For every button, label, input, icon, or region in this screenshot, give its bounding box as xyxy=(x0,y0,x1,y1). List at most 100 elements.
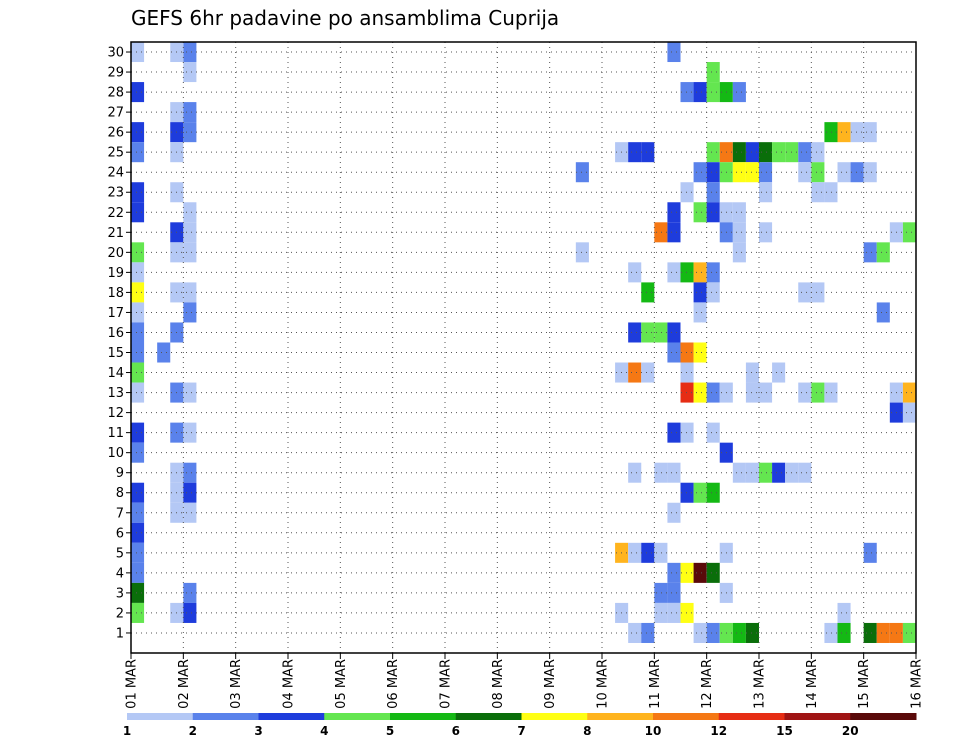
heatmap-cell xyxy=(693,622,707,643)
heatmap-cell xyxy=(680,482,694,503)
heatmap-cell xyxy=(667,342,681,363)
heatmap-cell xyxy=(876,622,890,643)
legend-label: 1 xyxy=(123,724,131,738)
y-tick-label: 7 xyxy=(116,506,124,521)
heatmap-cell xyxy=(706,422,720,443)
heatmap-cell xyxy=(902,222,916,243)
heatmap-cell xyxy=(628,622,642,643)
legend-label: 5 xyxy=(386,724,394,738)
heatmap-cell xyxy=(798,162,812,183)
heatmap-cell xyxy=(680,382,694,403)
heatmap-cell xyxy=(157,342,171,363)
x-tick-label: 11 MAR xyxy=(648,659,663,709)
heatmap-cell xyxy=(798,142,812,163)
heatmap-cell xyxy=(131,482,145,503)
heatmap-cell xyxy=(667,42,681,63)
heatmap-cell xyxy=(575,162,589,183)
y-tick-label: 11 xyxy=(107,426,124,441)
y-tick-label: 22 xyxy=(107,206,124,221)
legend-swatch xyxy=(390,713,457,720)
y-tick-label: 27 xyxy=(107,106,124,121)
heatmap-cell xyxy=(183,462,197,483)
y-tick-label: 25 xyxy=(107,146,124,161)
heatmap-cell xyxy=(183,202,197,223)
heatmap-cell xyxy=(183,222,197,243)
heatmap-cell xyxy=(706,282,720,303)
heatmap-cell xyxy=(131,282,145,303)
legend-swatch xyxy=(521,713,588,720)
legend-label: 4 xyxy=(320,724,328,738)
heatmap-cell xyxy=(837,602,851,623)
x-tick-label: 14 MAR xyxy=(805,659,820,709)
legend-swatch xyxy=(455,713,522,720)
y-tick-label: 9 xyxy=(116,466,124,481)
heatmap-cell xyxy=(706,262,720,283)
heatmap-cell xyxy=(131,122,145,143)
heatmap-cell xyxy=(732,222,746,243)
color-legend: 1 2 3 4 5 6 7 8 10 12 15 20 xyxy=(123,713,917,738)
legend-swatch xyxy=(850,713,917,720)
heatmap-cell xyxy=(745,362,759,383)
heatmap-cell xyxy=(654,222,668,243)
heatmap-cell xyxy=(131,562,145,583)
heatmap-cell xyxy=(798,462,812,483)
heatmap-cell xyxy=(667,322,681,343)
heatmap-cell xyxy=(706,482,720,503)
heatmap-cell xyxy=(131,262,145,283)
heatmap-cell xyxy=(680,562,694,583)
heatmap-cell xyxy=(628,142,642,163)
y-tick-label: 1 xyxy=(116,626,124,641)
heatmap-cell xyxy=(131,602,145,623)
heatmap-cell xyxy=(693,302,707,323)
legend-label: 2 xyxy=(189,724,197,738)
heatmap-cell xyxy=(667,202,681,223)
y-tick-label: 4 xyxy=(116,566,124,581)
heatmap-cell xyxy=(837,162,851,183)
heatmap-cell xyxy=(863,162,877,183)
y-tick-label: 28 xyxy=(107,86,124,101)
x-tick-label: 08 MAR xyxy=(491,659,506,709)
heatmap-cell xyxy=(759,162,773,183)
heatmap-cell xyxy=(759,382,773,403)
heatmap-cell xyxy=(641,362,655,383)
heatmap-cells xyxy=(131,42,916,643)
heatmap-cell xyxy=(667,502,681,523)
heatmap-cell xyxy=(628,362,642,383)
x-tick-label: 02 MAR xyxy=(177,659,192,709)
y-tick-label: 15 xyxy=(107,346,124,361)
y-tick-label: 8 xyxy=(116,486,124,501)
heatmap-cell xyxy=(902,402,916,423)
heatmap-cell xyxy=(824,382,838,403)
heatmap-cell xyxy=(798,282,812,303)
heatmap-cell xyxy=(706,622,720,643)
heatmap-cell xyxy=(183,482,197,503)
heatmap-cell xyxy=(183,302,197,323)
heatmap-cell xyxy=(131,522,145,543)
legend-swatch xyxy=(192,713,259,720)
heatmap-cell xyxy=(641,142,655,163)
y-tick-label: 10 xyxy=(107,446,124,461)
heatmap-cell xyxy=(850,122,864,143)
heatmap-cell xyxy=(772,142,786,163)
heatmap-cell xyxy=(667,582,681,603)
heatmap-cell xyxy=(131,542,145,563)
y-tick-label: 29 xyxy=(107,66,124,81)
legend-swatch xyxy=(718,713,785,720)
heatmap-cell xyxy=(732,462,746,483)
heatmap-cell xyxy=(759,142,773,163)
heatmap-cell xyxy=(772,462,786,483)
heatmap-cell xyxy=(680,362,694,383)
chart-title: GEFS 6hr padavine po ansamblima Cuprija xyxy=(131,6,559,30)
heatmap-cell xyxy=(863,622,877,643)
heatmap-cell xyxy=(850,162,864,183)
heatmap-cell xyxy=(706,142,720,163)
y-tick-label: 30 xyxy=(107,46,124,61)
heatmap-cell xyxy=(183,42,197,63)
heatmap-cell xyxy=(693,82,707,103)
heatmap-cell xyxy=(131,502,145,523)
heatmap-cell xyxy=(759,462,773,483)
x-tick-label: 01 MAR xyxy=(125,659,140,709)
heatmap-cell xyxy=(183,502,197,523)
heatmap-cell xyxy=(706,182,720,203)
x-tick-label: 06 MAR xyxy=(386,659,401,709)
